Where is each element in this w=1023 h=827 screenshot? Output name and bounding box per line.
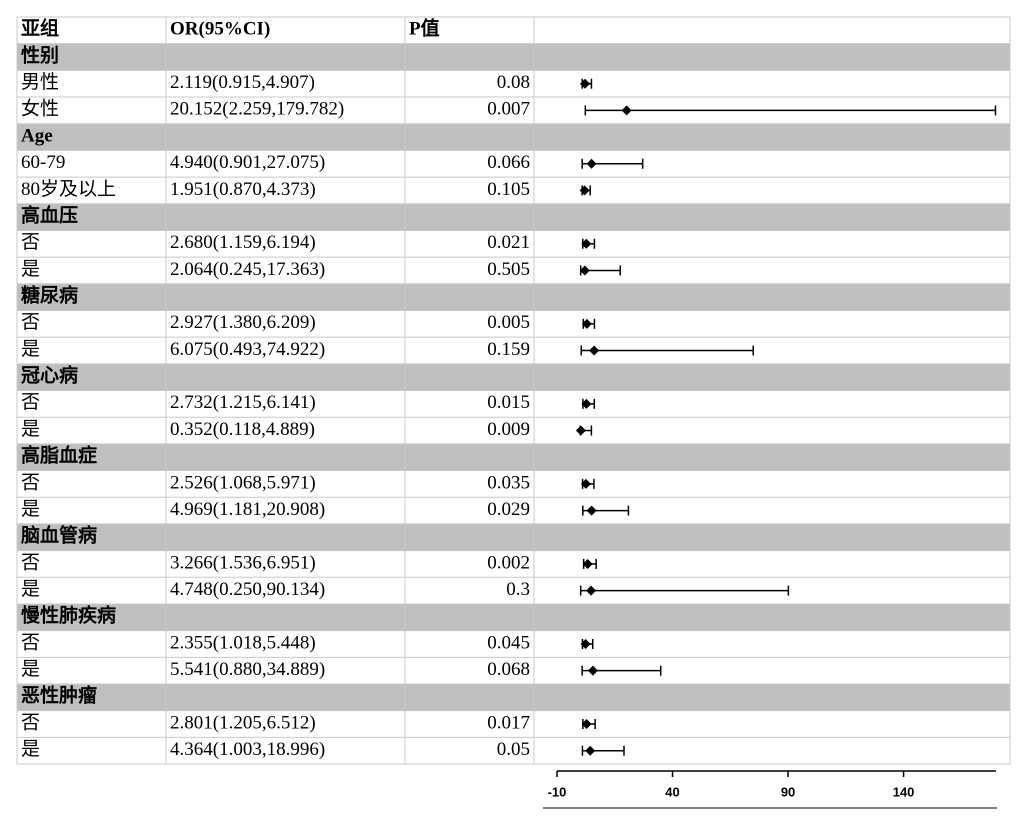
- p-value: 0.045: [487, 632, 530, 653]
- or-point: [575, 425, 586, 436]
- row-label: 女性: [21, 98, 59, 120]
- or-ci: 2.064(0.245,17.363): [170, 259, 325, 280]
- or-point: [586, 158, 597, 169]
- p-value: 0.005: [487, 312, 530, 333]
- p-value: 0.08: [497, 72, 530, 93]
- group-label: 恶性肿瘤: [21, 684, 97, 707]
- group-label: 慢性肺疾病: [21, 604, 116, 627]
- or-point: [581, 238, 592, 249]
- row-label: 是: [21, 259, 40, 280]
- p-value: 0.505: [487, 259, 530, 280]
- or-point: [581, 719, 592, 730]
- group-band: [17, 684, 1010, 711]
- row-label: 否: [21, 312, 40, 333]
- p-value: 0.05: [497, 739, 530, 760]
- group-label: 糖尿病: [21, 283, 78, 306]
- or-ci: 2.119(0.915,4.907): [170, 72, 315, 93]
- or-point: [621, 105, 632, 116]
- row-label: 否: [21, 472, 40, 493]
- row-label: 否: [21, 232, 40, 253]
- or-point: [586, 585, 597, 596]
- group-band: [17, 523, 1010, 551]
- p-value: 0.066: [487, 152, 530, 173]
- or-point: [581, 398, 592, 409]
- x-tick-label: 140: [893, 784, 915, 799]
- row-label: 否: [21, 712, 40, 733]
- row-label: 60-79: [21, 152, 65, 173]
- x-tick-label: -10: [548, 784, 567, 799]
- or-ci: 5.541(0.880,34.889): [170, 659, 325, 680]
- or-point: [585, 745, 596, 756]
- column-header: P值: [409, 17, 440, 40]
- or-ci: 4.969(1.181,20.908): [170, 499, 325, 520]
- group-band: [17, 443, 1010, 471]
- or-ci: 4.748(0.250,90.134): [170, 579, 325, 600]
- row-label: 是: [21, 419, 40, 440]
- p-value: 0.021: [487, 232, 530, 253]
- p-value: 0.105: [487, 179, 530, 200]
- group-band: [17, 283, 1010, 311]
- group-band: [17, 43, 1010, 71]
- or-point: [580, 78, 591, 89]
- or-ci: 2.355(1.018,5.448): [170, 632, 316, 653]
- p-value: 0.009: [487, 419, 530, 440]
- x-tick-label: 90: [781, 784, 795, 799]
- group-label: 高脂血症: [21, 444, 97, 467]
- column-header: 亚组: [21, 17, 59, 40]
- group-label: 冠心病: [21, 364, 78, 387]
- p-value: 0.017: [487, 712, 530, 733]
- group-band: [17, 363, 1010, 391]
- or-ci: 2.526(1.068,5.971): [170, 472, 316, 493]
- or-point: [580, 638, 591, 649]
- or-point: [579, 265, 590, 276]
- group-band: [17, 603, 1010, 631]
- or-ci: 6.075(0.493,74.922): [170, 339, 325, 360]
- p-value: 0.3: [506, 579, 530, 600]
- or-point: [582, 558, 593, 569]
- row-label: 是: [21, 499, 40, 520]
- p-value: 0.007: [487, 99, 530, 120]
- row-label: 是: [21, 339, 40, 360]
- or-ci: 2.801(1.205,6.512): [170, 712, 316, 733]
- group-label: Age: [21, 125, 53, 146]
- p-value: 0.002: [487, 552, 530, 573]
- or-point: [589, 345, 600, 356]
- row-label: 是: [21, 579, 40, 600]
- row-label: 否: [21, 632, 40, 653]
- row-label: 否: [21, 552, 40, 573]
- or-ci: 4.940(0.901,27.075): [170, 152, 325, 173]
- or-ci: 2.732(1.215,6.141): [170, 392, 316, 413]
- x-tick-label: 40: [665, 784, 679, 799]
- or-point: [579, 185, 590, 196]
- or-ci: 2.927(1.380,6.209): [170, 312, 316, 333]
- or-ci: 20.152(2.259,179.782): [170, 99, 344, 120]
- or-ci: 1.951(0.870,4.373): [170, 179, 316, 200]
- row-label: 男性: [21, 71, 59, 93]
- group-band: [17, 123, 1010, 151]
- group-label: 高血压: [21, 203, 78, 226]
- column-header: OR(95%CI): [170, 19, 270, 40]
- or-point: [580, 478, 591, 489]
- p-value: 0.015: [487, 392, 530, 413]
- row-label: 80岁及以上: [21, 178, 116, 200]
- p-value: 0.029: [487, 499, 530, 520]
- or-ci: 2.680(1.159,6.194): [170, 232, 316, 253]
- p-value: 0.035: [487, 472, 530, 493]
- or-point: [581, 318, 592, 329]
- or-ci: 0.352(0.118,4.889): [170, 419, 315, 440]
- or-ci: 3.266(1.536,6.951): [170, 552, 316, 573]
- or-ci: 4.364(1.003,18.996): [170, 739, 325, 760]
- group-label: 性别: [21, 43, 59, 66]
- or-point: [586, 505, 597, 516]
- row-label: 是: [21, 739, 40, 760]
- or-point: [587, 665, 598, 676]
- p-value: 0.159: [487, 339, 530, 360]
- row-label: 是: [21, 659, 40, 680]
- group-label: 脑血管病: [20, 524, 97, 547]
- group-band: [17, 203, 1010, 231]
- p-value: 0.068: [487, 659, 530, 680]
- row-label: 否: [21, 392, 40, 413]
